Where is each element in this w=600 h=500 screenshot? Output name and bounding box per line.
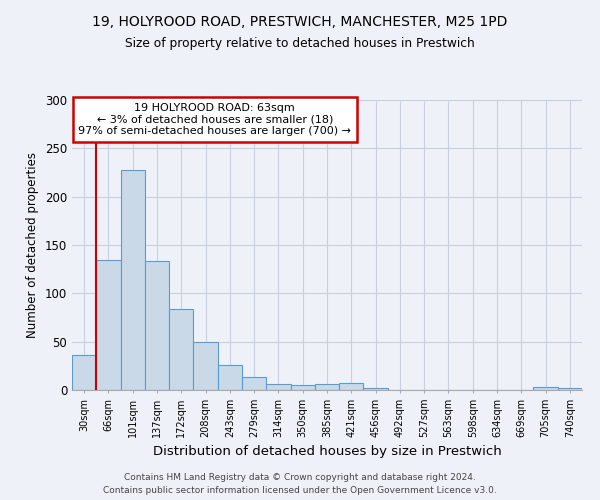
Bar [121,170,145,390]
Text: Size of property relative to detached houses in Prestwich: Size of property relative to detached ho… [125,38,475,51]
Bar [558,388,582,390]
Bar [290,385,315,390]
Text: 19, HOLYROOD ROAD, PRESTWICH, MANCHESTER, M25 1PD: 19, HOLYROOD ROAD, PRESTWICH, MANCHESTER… [92,15,508,29]
Text: Contains HM Land Registry data © Crown copyright and database right 2024.: Contains HM Land Registry data © Crown c… [124,472,476,482]
Bar [193,342,218,390]
Bar [242,378,266,390]
Bar [266,384,290,390]
Text: 19 HOLYROOD ROAD: 63sqm
← 3% of detached houses are smaller (18)
97% of semi-det: 19 HOLYROOD ROAD: 63sqm ← 3% of detached… [79,103,352,136]
Bar [169,309,193,390]
Bar [96,260,121,390]
Bar [364,388,388,390]
Bar [315,384,339,390]
Bar [339,383,364,390]
Bar [533,387,558,390]
Text: Contains public sector information licensed under the Open Government Licence v3: Contains public sector information licen… [103,486,497,495]
Bar [72,355,96,390]
Bar [145,262,169,390]
Y-axis label: Number of detached properties: Number of detached properties [26,152,40,338]
X-axis label: Distribution of detached houses by size in Prestwich: Distribution of detached houses by size … [152,446,502,458]
Bar [218,365,242,390]
